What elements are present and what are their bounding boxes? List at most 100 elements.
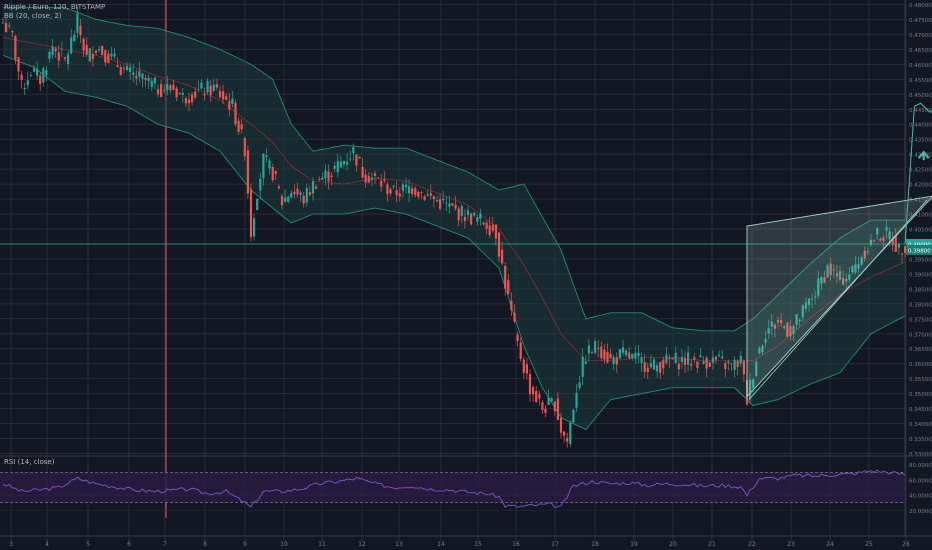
date-tick-label: 17 [551, 541, 559, 548]
candle-body [8, 25, 11, 27]
candle-body [612, 357, 615, 364]
price-tick-label: 0.44000 [909, 123, 932, 129]
candle-body [882, 237, 885, 241]
price-tick-label: 0.46500 [909, 48, 932, 54]
candle-body [702, 361, 705, 364]
candle-body [842, 278, 845, 285]
candle-body [780, 320, 783, 323]
candle-body [349, 158, 352, 160]
candle-body [857, 264, 860, 269]
candle-body [714, 356, 718, 360]
price-tick-label: 0.46000 [909, 63, 932, 69]
candle-body [160, 84, 163, 97]
candle-body [739, 355, 742, 364]
candle-body [516, 334, 519, 342]
candle-body [572, 409, 575, 423]
candle-body [473, 212, 476, 216]
price-tick-label: 0.34000 [909, 422, 932, 428]
rsi-tick-label: 80.0000 [909, 463, 932, 469]
candle-body [904, 246, 907, 253]
candle-body [172, 84, 175, 90]
candle-body [383, 179, 386, 182]
candle-body [94, 50, 98, 53]
price-badge [906, 238, 932, 249]
candle-body [411, 188, 414, 195]
candle-body [29, 75, 32, 76]
candle-body [82, 38, 85, 51]
candle-body [79, 25, 82, 35]
candle-body [91, 54, 94, 59]
candle-body [342, 161, 346, 165]
candle-body [541, 402, 544, 411]
date-tick-label: 26 [902, 541, 910, 548]
candle-body [876, 228, 879, 235]
candle-body [218, 90, 222, 98]
candle-body [646, 367, 649, 372]
price-tick-label: 0.38500 [909, 287, 932, 293]
candle-body [671, 357, 674, 360]
candle-body [361, 166, 364, 178]
candle-body [253, 218, 256, 237]
candle-body [829, 263, 832, 276]
date-tick-label: 21 [708, 541, 716, 548]
rsi-band-fill [0, 472, 905, 503]
candle-body [249, 189, 253, 238]
date-tick-label: 19 [630, 541, 638, 548]
candle-body [432, 196, 435, 200]
date-tick-label: 25 [865, 541, 873, 548]
price-tick-label: 0.48000 [909, 3, 932, 9]
candle-body [187, 99, 191, 104]
candle-body [125, 66, 129, 71]
candle-body [497, 232, 501, 257]
candle-body [721, 356, 724, 359]
candle-body [420, 192, 423, 193]
price-tick-label: 0.45500 [909, 78, 932, 84]
bollinger-fill [3, 7, 906, 430]
candle-body [683, 357, 687, 365]
date-tick-label: 22 [748, 541, 756, 548]
candle-body [804, 302, 807, 309]
candle-body [463, 216, 466, 222]
date-tick-label: 12 [358, 541, 366, 548]
candle-body [129, 67, 132, 72]
date-tick-label: 24 [826, 541, 834, 548]
candle-body [451, 203, 454, 206]
price-tick-label: 0.36500 [909, 347, 932, 353]
candle-body [206, 81, 209, 93]
candle-body [401, 184, 404, 191]
price-tick-label: 0.39000 [909, 272, 932, 278]
candle-body [854, 264, 857, 273]
candle-body [885, 226, 888, 231]
candle-body [510, 300, 513, 311]
candle-body [259, 178, 262, 191]
candle-body [891, 238, 894, 246]
candle-body [51, 46, 54, 56]
candle-body [63, 57, 67, 59]
candle-body [336, 160, 339, 173]
candle-body [820, 277, 823, 284]
candle-body [243, 138, 246, 157]
candle-body [169, 85, 172, 91]
candle-body [600, 346, 603, 359]
candle-body [237, 120, 240, 132]
price-projection-path [904, 102, 932, 244]
price-tick-label: 0.42000 [909, 183, 932, 189]
candle-body [845, 278, 848, 282]
candle-body [566, 437, 569, 442]
candle-body [367, 176, 370, 183]
candle-body [442, 198, 445, 201]
candle-body [70, 37, 73, 54]
candle-body [175, 88, 178, 98]
candle-body [897, 243, 900, 248]
bollinger-basis-line [2, 36, 906, 362]
candle-body [138, 70, 141, 77]
price-tick-label: 0.41000 [909, 213, 932, 219]
candle-body [191, 94, 194, 103]
candle-body [14, 35, 17, 60]
candle-body [327, 171, 330, 182]
candle-body [643, 362, 646, 372]
date-tick-label: 10 [280, 541, 288, 548]
candle-body [11, 31, 14, 33]
price-tick-label: 0.35500 [909, 377, 932, 383]
candle-body [866, 251, 869, 253]
